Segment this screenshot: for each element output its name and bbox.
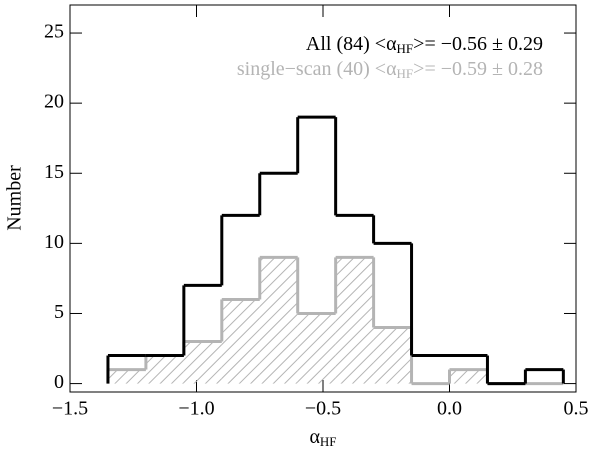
x-tick-label: 0.5 bbox=[564, 398, 589, 420]
hist-fill bbox=[107, 369, 146, 384]
hist-fill bbox=[335, 257, 374, 384]
legend-entry: single−scan (40) <αHF>= −0.59 ± 0.28 bbox=[237, 58, 543, 81]
x-axis-label: αHF bbox=[309, 426, 336, 449]
hist-fill bbox=[259, 257, 298, 384]
hist-fill bbox=[297, 313, 336, 384]
y-tick-label: 5 bbox=[54, 301, 64, 323]
hist-fill bbox=[221, 299, 260, 384]
y-tick-label: 20 bbox=[44, 91, 64, 113]
legend-entry: All (84) <αHF>= −0.56 ± 0.29 bbox=[306, 33, 543, 56]
hist-fill bbox=[373, 327, 412, 384]
y-tick-label: 25 bbox=[44, 21, 64, 43]
hist-fill bbox=[183, 341, 222, 384]
x-tick-label: 0.0 bbox=[437, 398, 462, 420]
y-tick-label: 15 bbox=[44, 161, 64, 183]
hist-fill bbox=[145, 355, 184, 384]
x-tick-label: −1.0 bbox=[178, 398, 214, 420]
x-tick-label: −1.5 bbox=[52, 398, 88, 420]
y-axis-label: Number bbox=[4, 165, 26, 231]
hist-fill bbox=[449, 369, 488, 384]
y-tick-label: 10 bbox=[44, 231, 64, 253]
y-tick-label: 0 bbox=[54, 371, 64, 393]
x-tick-label: −0.5 bbox=[305, 398, 341, 420]
